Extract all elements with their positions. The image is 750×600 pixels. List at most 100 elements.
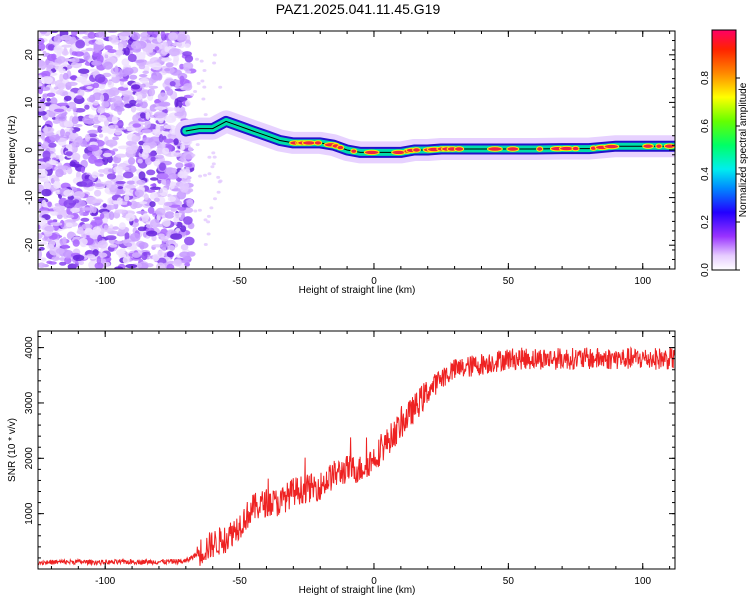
noise-blob [92,100,99,106]
noise-blob [146,42,152,50]
noise-blob [38,262,46,268]
noise-blob [183,83,193,91]
noise-blob [75,204,81,209]
noise-blob [42,141,49,149]
noise-blob [182,151,195,160]
noise-blob [113,200,119,205]
noise-blob [177,171,186,179]
noise-blob [130,105,137,113]
colorbar-tick-label: 0.6 [700,119,711,133]
noise-blob [199,59,204,63]
noise-blob [111,115,118,125]
noise-blob [161,141,166,150]
spectrogram-x-tick-label: -50 [232,276,247,287]
noise-blob [156,33,163,43]
noise-blob [218,85,223,89]
noise-blob [65,222,73,228]
noise-blob [138,242,149,249]
noise-blob [180,244,189,251]
noise-blob [97,107,106,114]
spectrogram-y-label: Frequency (Hz) [7,116,18,185]
noise-blob [95,39,104,45]
noise-blob [38,110,47,116]
noise-blob [72,239,80,247]
noise-blob [81,178,94,188]
noise-blob [115,240,124,245]
noise-blob [87,32,97,39]
noise-blob [165,115,177,123]
noise-blob [143,231,147,238]
colorbar-gradient [711,29,737,271]
noise-blob [61,44,73,48]
noise-blob [147,206,155,214]
ridge-hot-spot [655,143,663,149]
ridge-hot-spot [571,145,580,152]
noise-blob [70,207,80,213]
noise-blob [141,252,148,261]
noise-blob [65,81,78,86]
noise-blob [77,89,85,97]
noise-blob [116,197,123,206]
noise-blob [71,116,79,125]
noise-blob [131,252,141,258]
noise-blob [150,183,157,187]
noise-blob [62,72,69,80]
noise-blob [49,134,61,142]
noise-blob [211,162,216,166]
noise-blob [91,171,99,179]
noise-blob [172,58,179,66]
noise-blob [81,223,93,230]
noise-blob [167,173,179,180]
noise-blob [63,189,75,197]
noise-blob [154,106,167,110]
noise-blob [85,227,93,233]
noise-blob [139,201,148,205]
noise-blob [46,92,56,98]
noise-blob [67,101,77,110]
noise-blob [207,172,212,176]
noise-blob [150,156,156,162]
snr-x-axis: -100 -50 0 50 100 [50,331,671,587]
noise-blob [142,137,154,143]
noise-blob [112,163,118,167]
noise-blob [184,236,195,246]
noise-blob [38,241,48,246]
noise-blob [185,99,191,107]
noise-blob [64,256,72,265]
noise-blob [135,126,142,132]
noise-blob [173,216,179,222]
noise-blob [137,262,142,268]
spectrogram-y-tick-label: 20 [24,49,35,61]
noise-blob [43,182,51,190]
noise-blob [138,64,146,70]
noise-blob [91,60,102,66]
spectrogram-y-tick-label: 0 [24,147,35,153]
noise-blob [165,62,174,68]
noise-blob [98,169,106,173]
noise-blob [112,136,119,141]
noise-blob [190,93,195,97]
noise-blob [169,81,176,87]
noise-blob [168,204,181,208]
noise-blob [141,129,152,134]
noise-blob [110,103,115,111]
noise-blob [167,196,176,202]
noise-blob [125,146,138,155]
noise-blob [146,189,156,193]
noise-blob [38,233,43,239]
noise-blob [195,143,200,147]
noise-blob [212,53,217,57]
noise-blob [162,147,170,155]
noise-blob [85,47,95,52]
noise-blob [132,123,142,128]
noise-blob [57,113,67,122]
noise-blob [119,69,129,77]
noise-blob [176,221,183,228]
noise-blob [183,94,193,99]
snr-panel: -100 -50 0 50 100 1000 2000 3000 4000 Height of… [7,330,676,596]
noise-blob [212,155,217,159]
noise-blob [53,180,61,189]
noise-blob [172,43,183,47]
noise-blob [51,53,57,60]
